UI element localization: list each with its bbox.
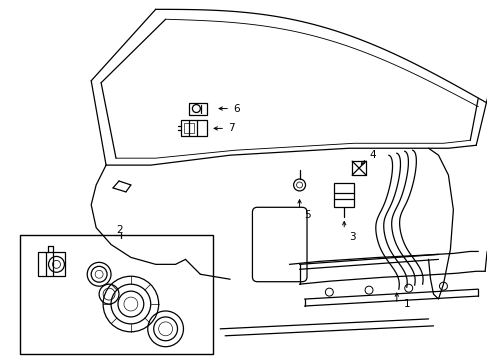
Bar (20, 235, 213, 354)
Text: 3: 3 (348, 231, 355, 242)
Text: 2: 2 (116, 225, 122, 235)
Bar (184, 123, 194, 133)
Bar (38, 252, 65, 276)
Text: 7: 7 (228, 123, 234, 134)
Bar (181, 121, 207, 136)
Text: 4: 4 (368, 150, 375, 160)
Text: 5: 5 (304, 210, 310, 220)
Text: 6: 6 (233, 104, 239, 113)
Bar (334, 183, 353, 207)
Text: 1: 1 (403, 299, 409, 309)
Bar (189, 103, 207, 114)
